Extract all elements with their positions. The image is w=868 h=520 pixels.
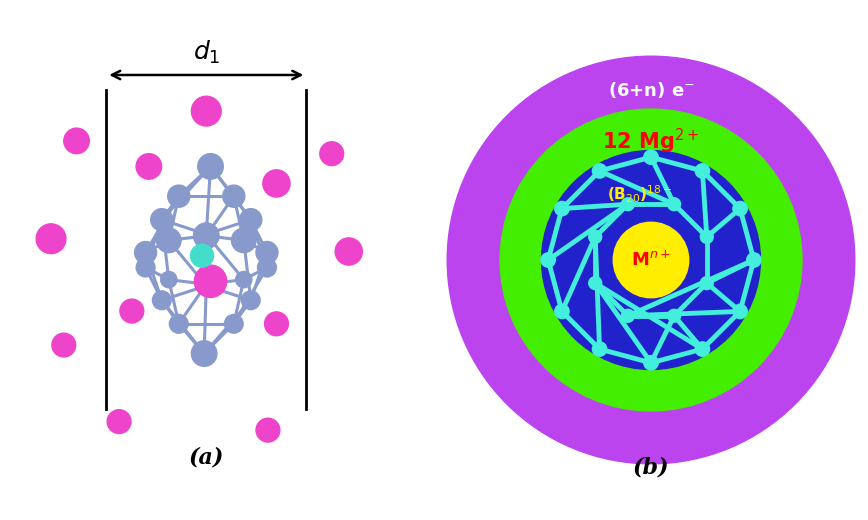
Circle shape [191,341,217,366]
Circle shape [169,315,188,333]
Circle shape [136,154,161,179]
Circle shape [263,170,290,197]
Circle shape [447,56,855,464]
Circle shape [153,291,171,309]
Circle shape [541,253,556,267]
Circle shape [235,271,252,288]
Circle shape [194,265,227,297]
Circle shape [241,291,260,309]
Text: (a): (a) [188,447,224,469]
Text: 12 Mg$^{2+}$: 12 Mg$^{2+}$ [602,126,700,155]
Circle shape [107,410,131,434]
Text: $d_1$: $d_1$ [193,40,220,67]
Circle shape [198,154,223,179]
Circle shape [256,241,278,264]
Circle shape [225,315,243,333]
Text: M$^{n+}$: M$^{n+}$ [631,250,671,270]
Circle shape [500,109,802,411]
Circle shape [555,304,569,319]
Circle shape [700,230,713,243]
Circle shape [168,185,190,207]
Circle shape [733,304,747,319]
Circle shape [592,164,607,178]
Circle shape [695,164,710,178]
Circle shape [621,198,635,211]
Circle shape [335,238,362,265]
Circle shape [136,258,155,277]
Text: (6+n) e$^{-}$: (6+n) e$^{-}$ [608,80,694,100]
Circle shape [194,223,219,249]
Circle shape [240,209,262,231]
Circle shape [52,333,76,357]
Text: (B$_{20}$)$^{18-}$: (B$_{20}$)$^{18-}$ [607,183,673,205]
Circle shape [319,142,344,165]
Circle shape [191,96,221,126]
Circle shape [258,258,276,277]
Circle shape [223,185,245,207]
Circle shape [589,230,602,243]
Circle shape [64,128,89,154]
Circle shape [265,312,288,336]
Circle shape [161,271,177,288]
Circle shape [733,201,747,216]
Circle shape [621,309,635,322]
Circle shape [195,223,217,245]
Circle shape [667,309,681,322]
Text: (b): (b) [633,457,669,478]
Circle shape [614,222,688,298]
Circle shape [36,224,66,254]
Circle shape [135,241,156,264]
Circle shape [151,209,173,231]
Circle shape [197,276,215,295]
Circle shape [191,244,214,267]
Circle shape [542,151,760,369]
Circle shape [644,356,658,370]
Circle shape [746,253,761,267]
Circle shape [589,277,602,290]
Circle shape [667,198,681,211]
Circle shape [592,342,607,356]
Circle shape [199,277,214,292]
Circle shape [256,418,279,442]
Circle shape [555,201,569,216]
Circle shape [156,228,181,253]
Circle shape [232,228,256,253]
Circle shape [120,299,144,323]
Circle shape [695,342,710,356]
Circle shape [700,277,713,290]
Circle shape [644,150,658,164]
